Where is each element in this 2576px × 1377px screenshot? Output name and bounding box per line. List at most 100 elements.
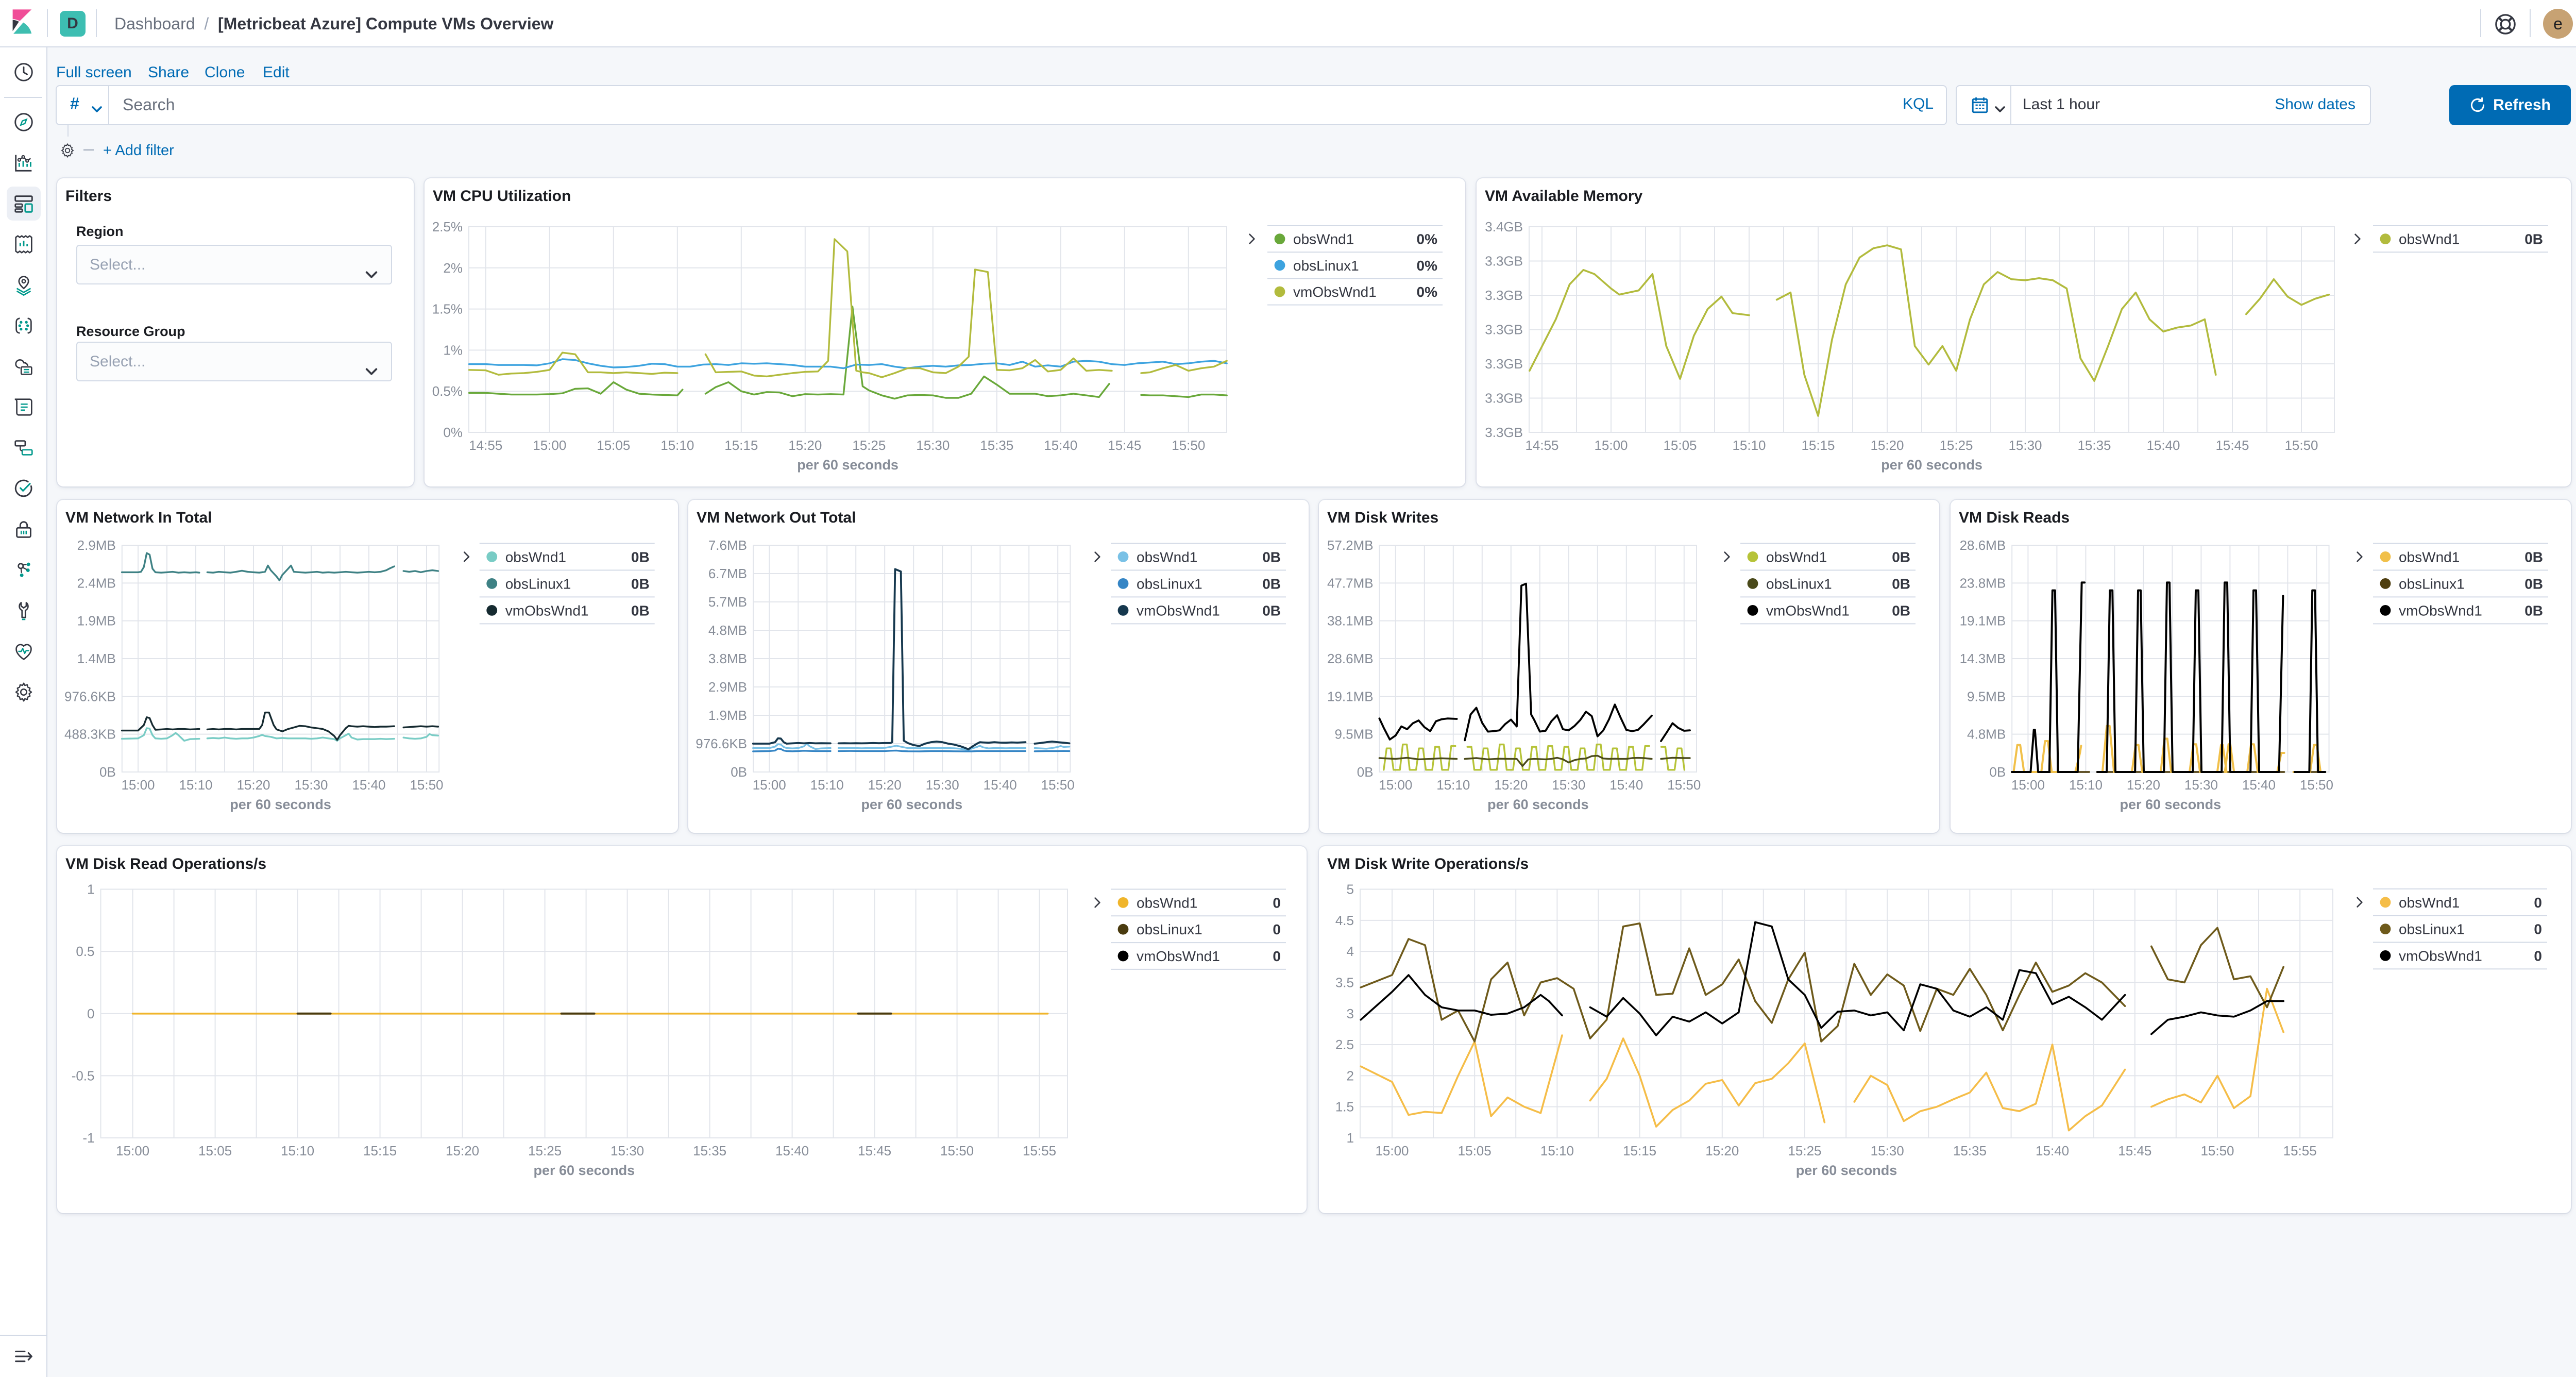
svg-text:15:00: 15:00 <box>121 777 155 793</box>
svg-text:15:45: 15:45 <box>2118 1143 2151 1158</box>
svg-text:14:55: 14:55 <box>469 438 502 453</box>
svg-text:1: 1 <box>1347 1130 1354 1146</box>
svg-text:obsWnd1: obsWnd1 <box>1137 549 1197 565</box>
svg-text:obsWnd1: obsWnd1 <box>1293 231 1354 247</box>
svg-text:obsWnd1: obsWnd1 <box>1137 895 1197 911</box>
svg-text:0B: 0B <box>1262 602 1281 618</box>
svg-text:3.3GB: 3.3GB <box>1485 391 1523 406</box>
svg-text:15:15: 15:15 <box>1623 1143 1656 1158</box>
svg-text:0B: 0B <box>1357 764 1374 780</box>
svg-text:15:40: 15:40 <box>1609 777 1643 793</box>
svg-text:15:10: 15:10 <box>1540 1143 1574 1158</box>
svg-text:0B: 0B <box>2524 576 2543 592</box>
svg-text:15:00: 15:00 <box>1379 777 1412 793</box>
svg-text:19.1MB: 19.1MB <box>1960 613 2006 629</box>
svg-text:1.9MB: 1.9MB <box>708 708 747 723</box>
svg-text:1%: 1% <box>443 342 463 358</box>
svg-text:5.7MB: 5.7MB <box>708 594 747 610</box>
svg-text:3.5: 3.5 <box>1335 975 1354 990</box>
svg-text:3.4GB: 3.4GB <box>1485 219 1523 234</box>
svg-text:15:50: 15:50 <box>1667 777 1701 793</box>
svg-text:976.6KB: 976.6KB <box>696 736 747 751</box>
svg-text:9.5MB: 9.5MB <box>1967 688 2006 704</box>
svg-text:0B: 0B <box>1989 764 2006 780</box>
svg-text:15:20: 15:20 <box>2127 777 2160 793</box>
svg-text:15:00: 15:00 <box>533 438 566 453</box>
svg-text:19.1MB: 19.1MB <box>1327 688 1374 704</box>
svg-text:15:00: 15:00 <box>2011 777 2045 793</box>
svg-text:15:15: 15:15 <box>1801 438 1835 453</box>
svg-text:2: 2 <box>1347 1068 1354 1083</box>
svg-text:15:25: 15:25 <box>528 1143 562 1158</box>
svg-text:6.7MB: 6.7MB <box>708 566 747 581</box>
svg-text:15:05: 15:05 <box>198 1143 232 1158</box>
svg-text:per 60 seconds: per 60 seconds <box>230 797 331 812</box>
svg-text:9.5MB: 9.5MB <box>1334 727 1373 742</box>
svg-text:15:45: 15:45 <box>2215 438 2249 453</box>
svg-text:0%: 0% <box>1417 284 1438 300</box>
svg-text:vmObsWnd1: vmObsWnd1 <box>2399 948 2482 964</box>
svg-text:15:35: 15:35 <box>1953 1143 1987 1158</box>
svg-text:23.8MB: 23.8MB <box>1960 575 2006 591</box>
svg-text:obsLinux1: obsLinux1 <box>1766 576 1832 592</box>
svg-text:0: 0 <box>2534 921 2542 937</box>
svg-text:0%: 0% <box>1417 231 1438 247</box>
svg-text:15:20: 15:20 <box>788 438 822 453</box>
svg-text:0%: 0% <box>443 425 463 440</box>
svg-text:15:50: 15:50 <box>1041 777 1075 793</box>
svg-text:15:20: 15:20 <box>236 777 270 793</box>
svg-text:15:25: 15:25 <box>852 438 886 453</box>
svg-text:obsLinux1: obsLinux1 <box>1293 258 1359 274</box>
svg-text:15:20: 15:20 <box>1705 1143 1739 1158</box>
svg-text:15:50: 15:50 <box>2284 438 2318 453</box>
svg-text:15:50: 15:50 <box>940 1143 974 1158</box>
svg-text:0.5%: 0.5% <box>432 383 463 399</box>
svg-text:per 60 seconds: per 60 seconds <box>797 457 899 473</box>
svg-text:15:10: 15:10 <box>179 777 212 793</box>
svg-text:15:40: 15:40 <box>984 777 1017 793</box>
svg-text:1.5: 1.5 <box>1335 1099 1354 1115</box>
svg-text:15:40: 15:40 <box>2242 777 2276 793</box>
svg-text:per 60 seconds: per 60 seconds <box>534 1163 635 1178</box>
svg-text:15:50: 15:50 <box>2200 1143 2234 1158</box>
svg-text:0B: 0B <box>2524 602 2543 618</box>
svg-text:0B: 0B <box>1892 602 1910 618</box>
svg-text:15:20: 15:20 <box>868 777 902 793</box>
svg-text:0: 0 <box>2534 895 2542 911</box>
svg-text:obsLinux1: obsLinux1 <box>1137 921 1202 937</box>
svg-text:15:40: 15:40 <box>775 1143 809 1158</box>
svg-text:15:15: 15:15 <box>363 1143 397 1158</box>
svg-text:obsWnd1: obsWnd1 <box>505 549 566 565</box>
svg-text:15:15: 15:15 <box>724 438 758 453</box>
svg-text:0B: 0B <box>1262 576 1281 592</box>
svg-text:0B: 0B <box>1262 549 1281 565</box>
svg-text:0: 0 <box>1273 948 1281 964</box>
svg-text:15:05: 15:05 <box>597 438 630 453</box>
svg-text:0B: 0B <box>2524 231 2543 247</box>
svg-text:1.9MB: 1.9MB <box>77 613 116 629</box>
svg-text:15:20: 15:20 <box>1494 777 1528 793</box>
svg-text:1: 1 <box>87 881 94 897</box>
svg-text:0B: 0B <box>631 576 650 592</box>
svg-text:15:20: 15:20 <box>1870 438 1904 453</box>
svg-text:2.9MB: 2.9MB <box>77 538 116 553</box>
svg-text:4: 4 <box>1347 944 1354 959</box>
svg-text:15:50: 15:50 <box>410 777 443 793</box>
svg-text:976.6KB: 976.6KB <box>64 688 116 704</box>
svg-text:2.9MB: 2.9MB <box>708 679 747 695</box>
svg-text:3.3GB: 3.3GB <box>1485 356 1523 372</box>
svg-text:14.3MB: 14.3MB <box>1960 651 2006 666</box>
svg-text:obsWnd1: obsWnd1 <box>2399 895 2460 911</box>
svg-text:obsWnd1: obsWnd1 <box>1766 549 1827 565</box>
svg-text:0: 0 <box>2534 948 2542 964</box>
svg-text:15:10: 15:10 <box>281 1143 314 1158</box>
svg-text:15:30: 15:30 <box>1552 777 1585 793</box>
svg-text:15:35: 15:35 <box>2077 438 2111 453</box>
svg-text:vmObsWnd1: vmObsWnd1 <box>2399 602 2482 618</box>
svg-text:4.8MB: 4.8MB <box>708 623 747 638</box>
svg-text:15:10: 15:10 <box>660 438 694 453</box>
svg-text:per 60 seconds: per 60 seconds <box>861 797 963 812</box>
svg-text:5: 5 <box>1347 881 1354 897</box>
svg-text:0: 0 <box>1273 921 1281 937</box>
svg-text:15:20: 15:20 <box>446 1143 479 1158</box>
